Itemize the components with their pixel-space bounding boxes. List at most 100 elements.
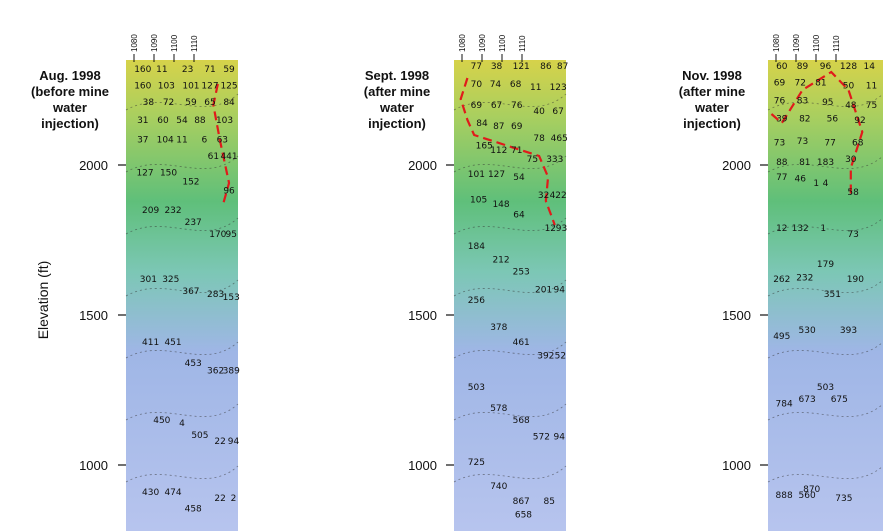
- y-axis-label: Elevation (ft): [35, 261, 51, 340]
- sample-value: 351: [824, 290, 841, 300]
- sample-value: 503: [817, 383, 834, 393]
- sample-value: 92: [854, 116, 865, 126]
- panel-title: Nov. 1998 (after mine water injection): [679, 68, 745, 131]
- sample-value: 392: [537, 352, 554, 362]
- sample-value: 74: [490, 80, 502, 90]
- sample-value: 184: [468, 242, 485, 252]
- sample-value: 38: [491, 62, 503, 72]
- sample-value: 578: [490, 404, 507, 414]
- y-tick-label: 1500: [79, 308, 108, 323]
- sample-value: 209: [142, 206, 159, 216]
- panel-title-line: injection): [41, 116, 99, 131]
- sample-value: 86: [540, 62, 552, 72]
- x-tick-label: 1100: [498, 34, 507, 52]
- sample-value: 40: [533, 107, 545, 117]
- sample-value: 81: [799, 158, 810, 168]
- sample-value: 32: [538, 191, 549, 201]
- panel-fill: [454, 60, 566, 531]
- sample-value: 95: [226, 230, 237, 240]
- sample-value: 333: [546, 155, 563, 165]
- contour-line: [767, 155, 883, 173]
- sample-value: 212: [492, 256, 509, 266]
- panel-fill: [768, 60, 883, 531]
- x-tick-label: 1110: [190, 35, 199, 52]
- sample-value: 132: [792, 224, 809, 234]
- sample-value: 441: [220, 152, 237, 162]
- sample-value: 30: [845, 155, 857, 165]
- sample-value: 153: [223, 293, 240, 303]
- x-tick-label: 1110: [832, 35, 841, 52]
- sample-value: 465: [551, 134, 568, 144]
- sample-value: 253: [513, 268, 530, 278]
- sample-value: 453: [185, 359, 202, 369]
- sample-value: 37: [137, 136, 148, 146]
- sample-value: 76: [511, 101, 523, 111]
- sample-value: 54: [513, 173, 525, 183]
- x-tick-label: 1080: [458, 34, 467, 52]
- y-tick-label: 1000: [722, 458, 751, 473]
- sample-value: 725: [468, 458, 485, 468]
- y-tick-label: 2000: [408, 158, 437, 173]
- sample-value: 232: [796, 274, 813, 284]
- sample-value: 190: [847, 275, 864, 285]
- sample-value: 393: [840, 326, 857, 336]
- sample-value: 160: [134, 65, 151, 75]
- sample-value: 101: [468, 170, 485, 180]
- sample-value: 389: [223, 367, 240, 377]
- sample-value: 283: [207, 290, 224, 300]
- sample-value: 560: [799, 491, 816, 501]
- sample-value: 150: [160, 169, 177, 179]
- sample-value: 59: [223, 65, 235, 75]
- sample-value: 60: [157, 116, 169, 126]
- sample-value: 85: [543, 497, 554, 507]
- sample-value: 458: [185, 505, 202, 515]
- sample-value: 88: [776, 158, 788, 168]
- sample-value: 72: [163, 98, 174, 108]
- sample-value: 22: [214, 494, 225, 504]
- sample-value: 474: [164, 488, 181, 498]
- sample-value: 96: [223, 187, 235, 197]
- sample-value: 127: [488, 170, 505, 180]
- panel-title-line: injection): [683, 116, 741, 131]
- sample-value: 530: [799, 326, 816, 336]
- sample-value: 450: [153, 416, 170, 426]
- sample-value: 104: [157, 136, 174, 146]
- sample-value: 46: [794, 175, 806, 185]
- contour-line: [767, 403, 883, 421]
- sample-value: 160: [134, 82, 151, 92]
- panel-title-line: (before mine: [31, 84, 109, 99]
- sample-value: 4: [823, 179, 829, 189]
- sample-value: 72: [794, 79, 805, 89]
- panel-title-line: injection): [368, 116, 426, 131]
- sample-value: 83: [797, 97, 808, 107]
- sample-value: 77: [824, 139, 835, 149]
- sample-value: 430: [142, 488, 159, 498]
- sample-value: 1: [820, 224, 826, 234]
- sample-value: 52: [555, 352, 566, 362]
- sample-value: 82: [799, 115, 810, 125]
- sample-value: 232: [164, 206, 181, 216]
- sample-value: 256: [468, 296, 485, 306]
- sample-value: 23: [182, 65, 193, 75]
- contour-line: [767, 217, 883, 235]
- sample-value: 867: [513, 497, 530, 507]
- sample-value: 88: [194, 116, 206, 126]
- sample-value: 60: [776, 62, 788, 72]
- panel-title: Aug. 1998 (before mine water injection): [31, 68, 109, 131]
- panel-title: Sept. 1998 (after mine water injection): [364, 68, 430, 131]
- panel-title-line: water: [52, 100, 87, 115]
- sample-value: 572: [533, 433, 550, 443]
- sample-value: 503: [468, 383, 485, 393]
- contour-line: [767, 341, 883, 359]
- sample-value: 112: [490, 146, 507, 156]
- sample-value: 48: [845, 101, 857, 111]
- sample-value: 59: [185, 98, 197, 108]
- contour-line: [767, 465, 883, 483]
- sample-value: 94: [554, 286, 566, 296]
- sample-value: 75: [866, 101, 877, 111]
- sample-value: 94: [228, 437, 240, 447]
- sample-value: 73: [797, 137, 808, 147]
